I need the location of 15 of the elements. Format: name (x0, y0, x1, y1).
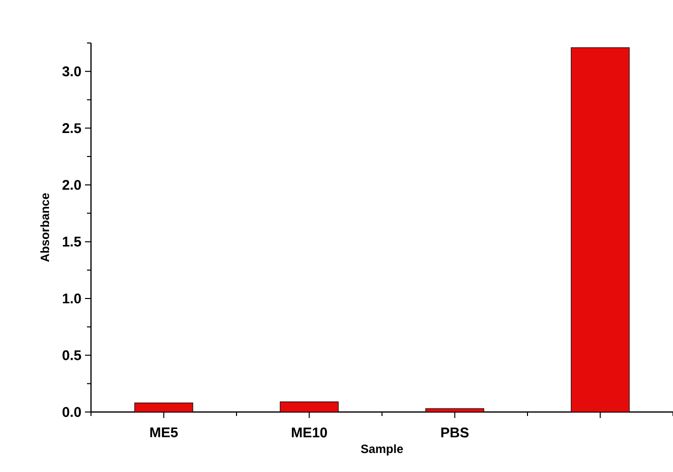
y-axis-title: Absorbance (40, 193, 50, 262)
x-tick-label: ME10 (292, 428, 327, 438)
y-tick-label: 1.5 (62, 236, 82, 247)
y-tick-label: 0.0 (62, 407, 81, 417)
x-tick-label: ME5 (150, 428, 178, 438)
bar (134, 402, 193, 412)
x-axis-title: Sample (361, 444, 403, 456)
x-tick-label: PBS (441, 428, 469, 438)
y-tick-label: 2.5 (62, 123, 82, 134)
y-tick-label: 2.0 (62, 180, 81, 190)
bar (280, 402, 338, 412)
y-tick-label: 3.0 (62, 66, 81, 76)
y-tick-label: 0.5 (62, 350, 82, 360)
bar (570, 47, 630, 412)
y-tick-label: 1.0 (62, 293, 81, 304)
